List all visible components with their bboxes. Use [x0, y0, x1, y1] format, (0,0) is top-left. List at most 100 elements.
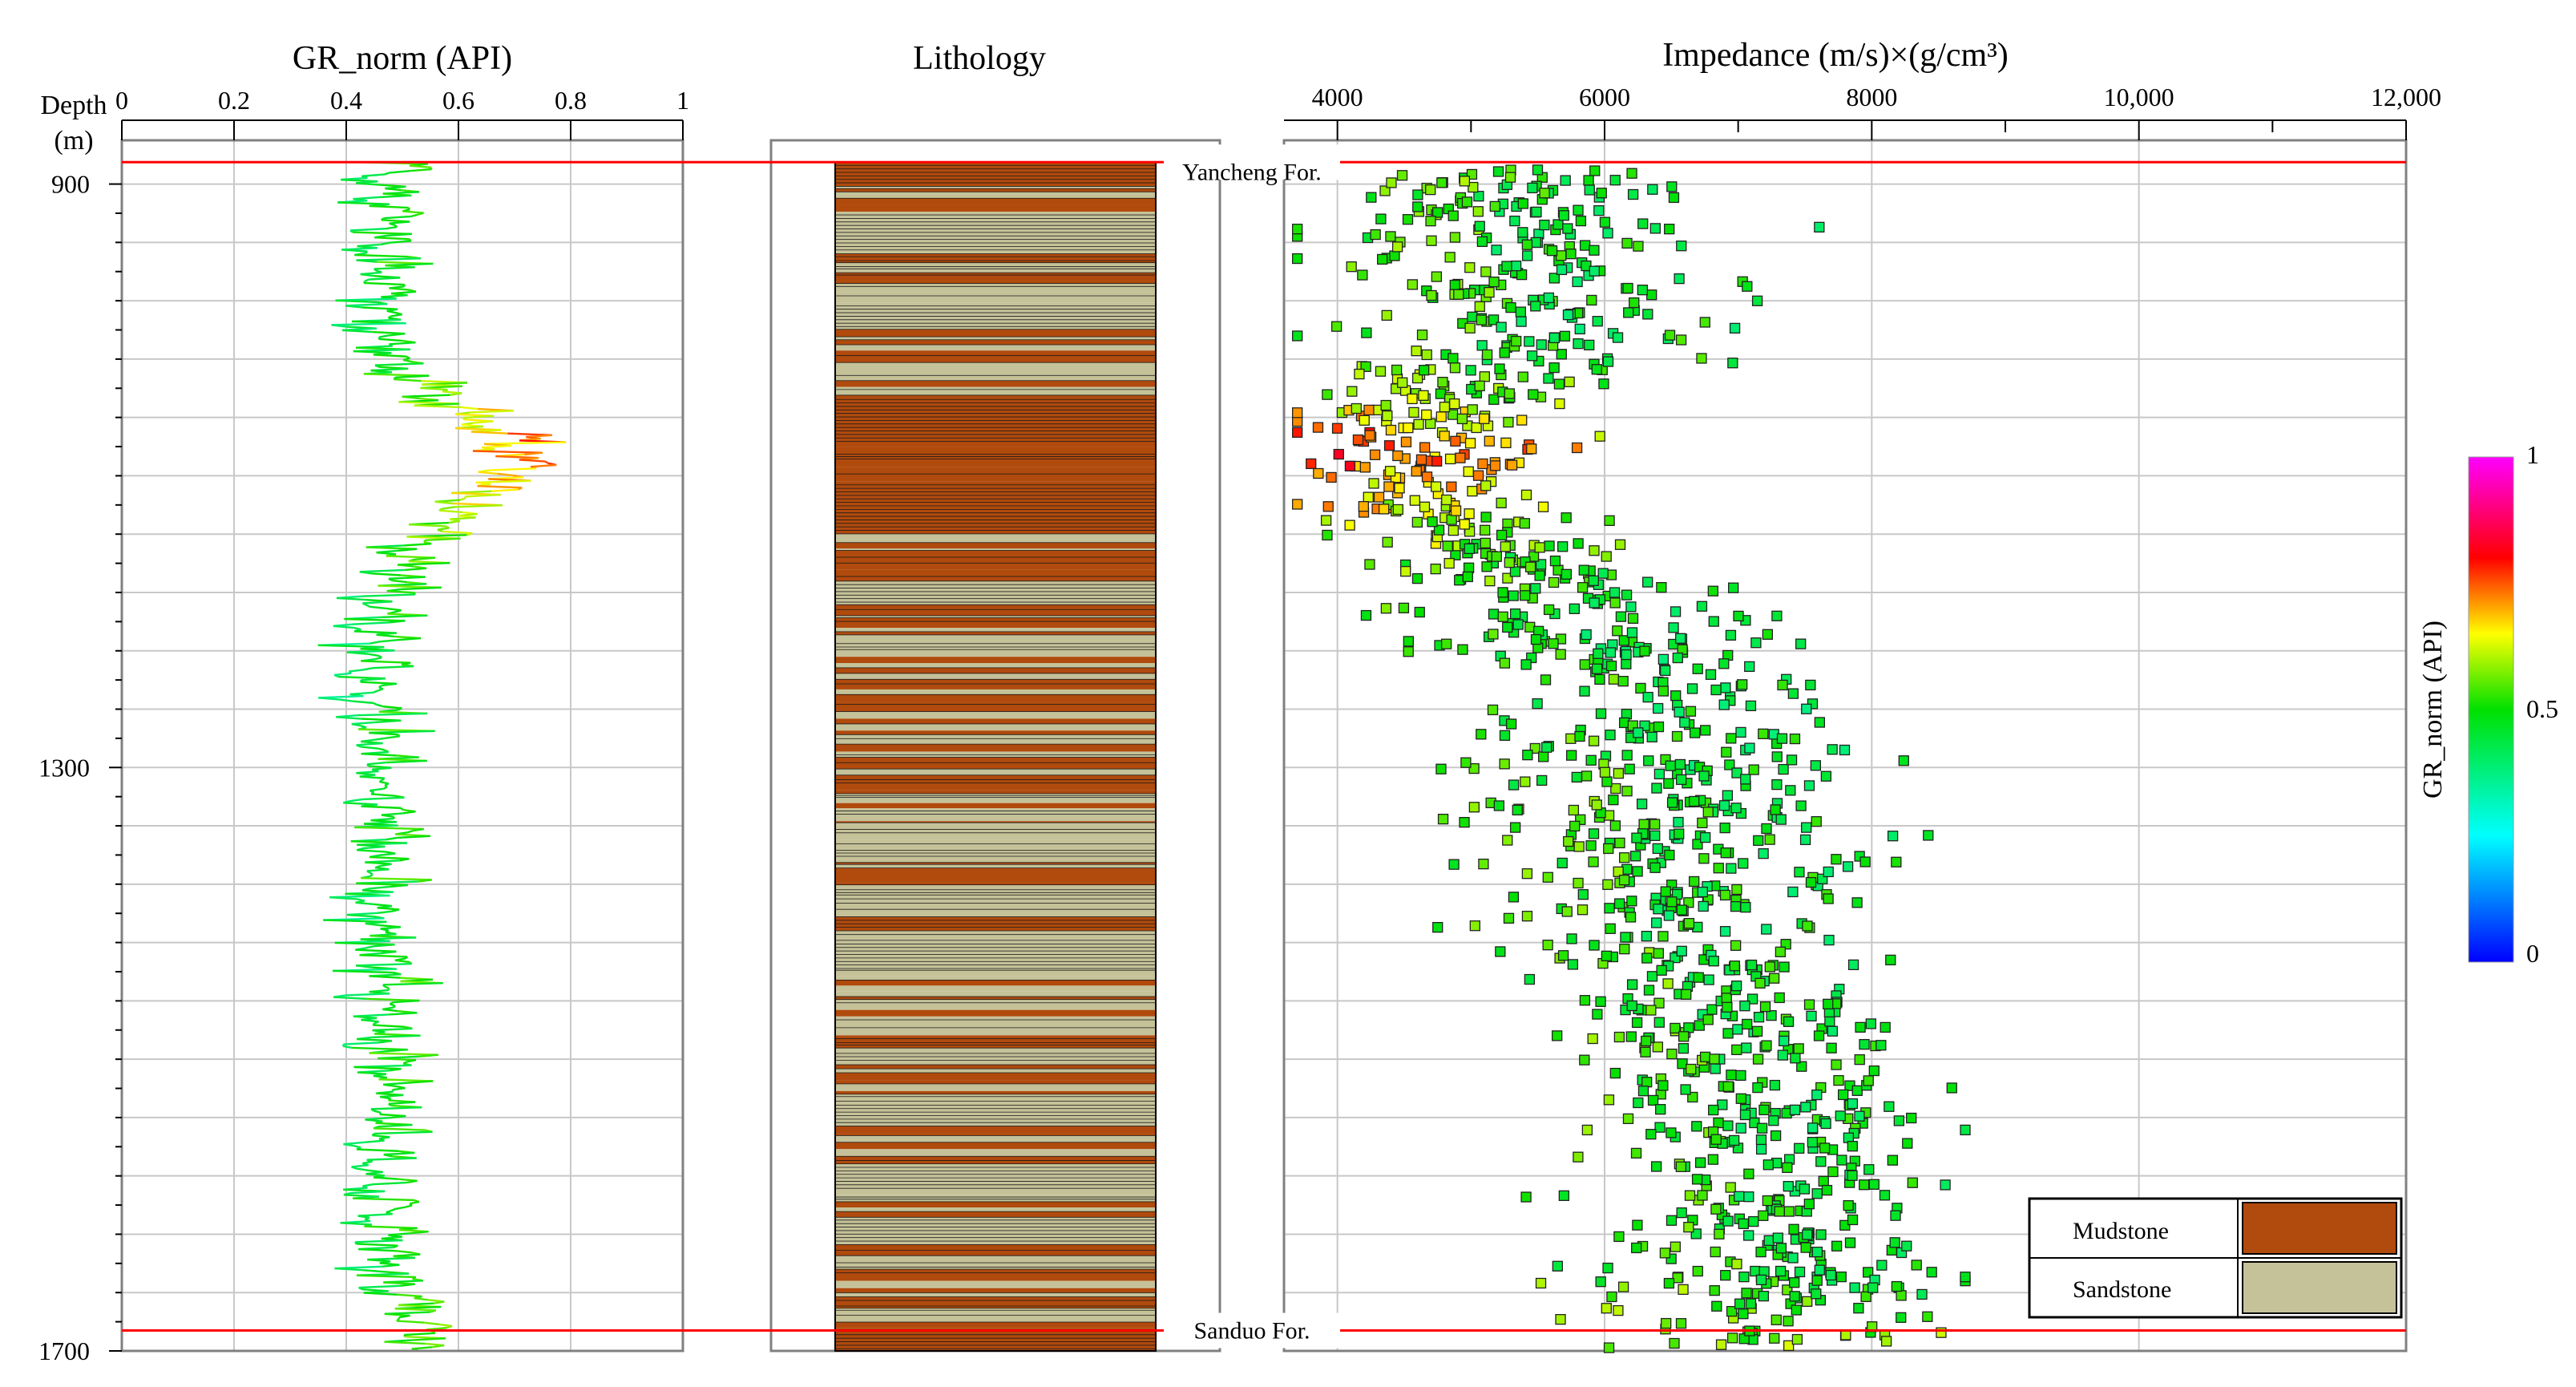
gr-segment	[369, 975, 401, 979]
impedance-point	[1778, 763, 1789, 775]
impedance-point	[1447, 524, 1460, 536]
gr-segment	[390, 884, 408, 888]
gr-segment	[378, 910, 393, 915]
gr-segment	[364, 1139, 385, 1144]
impedance-point	[1416, 330, 1428, 341]
impedance-point	[1755, 1143, 1767, 1155]
depth-tick-label-1: 1300	[38, 753, 90, 782]
impedance-point	[1794, 1142, 1805, 1154]
gr-segment	[409, 523, 446, 528]
impedance-point	[1758, 728, 1769, 739]
impedance-point	[1292, 415, 1303, 427]
impedance-point	[1462, 571, 1473, 583]
lithology-bed-sandstone	[835, 1164, 1156, 1168]
impedance-point	[1657, 1080, 1669, 1091]
gr-segment	[346, 913, 374, 918]
impedance-point	[1631, 1017, 1643, 1029]
impedance-point	[1491, 245, 1502, 256]
impedance-point	[1654, 1122, 1666, 1133]
gr-segment	[356, 259, 378, 263]
impedance-point	[1579, 685, 1590, 697]
lithology-bed-mudstone	[835, 456, 1156, 459]
gr-segment	[403, 543, 432, 547]
impedance-point	[1552, 1260, 1563, 1272]
impedance-point	[1546, 245, 1558, 257]
impedance-point	[1530, 301, 1541, 312]
lithology-bed-mudstone	[835, 506, 1156, 510]
impedance-point	[1622, 1113, 1634, 1125]
gr-segment	[373, 665, 414, 669]
impedance-point	[1361, 327, 1372, 338]
impedance-point	[1453, 289, 1464, 300]
impedance-point	[1414, 606, 1425, 618]
impedance-point	[1800, 1242, 1811, 1253]
impedance-point	[1504, 388, 1515, 399]
lithology-bed-sandstone	[835, 829, 1156, 834]
gr-segment	[425, 537, 461, 542]
impedance-point	[1605, 660, 1617, 672]
impedance-point	[1509, 822, 1521, 833]
impedance-point	[1539, 219, 1550, 231]
impedance-point	[1476, 314, 1487, 326]
impedance-point	[1807, 1137, 1819, 1148]
gr-segment	[369, 787, 384, 792]
lithology-bed-mudstone	[835, 399, 1156, 403]
gr-segment	[355, 964, 372, 968]
impedance-point	[1844, 1237, 1856, 1248]
gr-segment	[377, 907, 400, 911]
impedance-point	[1516, 316, 1527, 327]
impedance-point	[1594, 431, 1605, 442]
impedance-point	[1322, 389, 1333, 400]
impedance-point	[1796, 1061, 1807, 1072]
gr-segment	[405, 567, 427, 572]
impedance-point	[1833, 1074, 1844, 1086]
impedance-point	[1558, 1190, 1570, 1201]
gr-segment	[356, 1167, 369, 1171]
impedance-point	[1379, 503, 1390, 515]
impedance-point	[1692, 663, 1703, 674]
impedance-point	[1468, 762, 1480, 774]
impedance-point	[1722, 1215, 1734, 1227]
lithology-bed-mudstone	[835, 557, 1156, 564]
impedance-point	[1645, 1005, 1657, 1016]
impedance-point	[1880, 1336, 1892, 1347]
gr-segment	[317, 644, 385, 649]
gr-segment	[418, 879, 432, 883]
impedance-point	[1789, 733, 1801, 745]
impedance-point	[1532, 164, 1544, 176]
impedance-point	[1472, 470, 1484, 481]
lithology-bed-sandstone	[835, 663, 1156, 669]
gr-segment	[438, 509, 463, 514]
lithology-bed-sandstone	[835, 1207, 1156, 1212]
impedance-point	[1802, 920, 1813, 932]
impedance-point	[1642, 309, 1653, 320]
impedance-point	[1650, 1161, 1662, 1172]
lithology-bed-sandstone	[835, 362, 1156, 368]
impedance-point	[1660, 886, 1671, 897]
impedance-point	[1544, 540, 1555, 552]
impedance-point	[1488, 394, 1500, 405]
impedance-point	[1573, 1151, 1584, 1163]
lithology-bed-sandstone	[835, 375, 1156, 382]
gr-segment	[406, 1179, 418, 1184]
impedance-point	[1558, 210, 1569, 221]
impedance-point	[1481, 561, 1492, 572]
gr-segment	[367, 761, 386, 766]
gr-segment	[366, 868, 390, 872]
impedance-point	[1672, 1272, 1683, 1284]
colorbar-gradient	[2468, 456, 2514, 963]
impedance-point	[1461, 196, 1473, 208]
impedance-point	[1645, 1129, 1657, 1140]
lithology-bed-mudstone	[835, 495, 1156, 499]
gr-segment	[386, 225, 398, 230]
impedance-point	[1936, 1327, 1947, 1338]
impedance-point	[1730, 981, 1742, 992]
gr-segment	[340, 1222, 372, 1226]
lithology-bed-mudstone	[835, 1160, 1156, 1165]
impedance-point	[1613, 866, 1624, 877]
impedance-point	[1364, 559, 1375, 570]
lithology-bed-sandstone	[835, 754, 1156, 758]
lithology-bed-sandstone	[835, 751, 1156, 755]
impedance-point	[1602, 879, 1613, 891]
impedance-point	[1811, 1246, 1823, 1258]
